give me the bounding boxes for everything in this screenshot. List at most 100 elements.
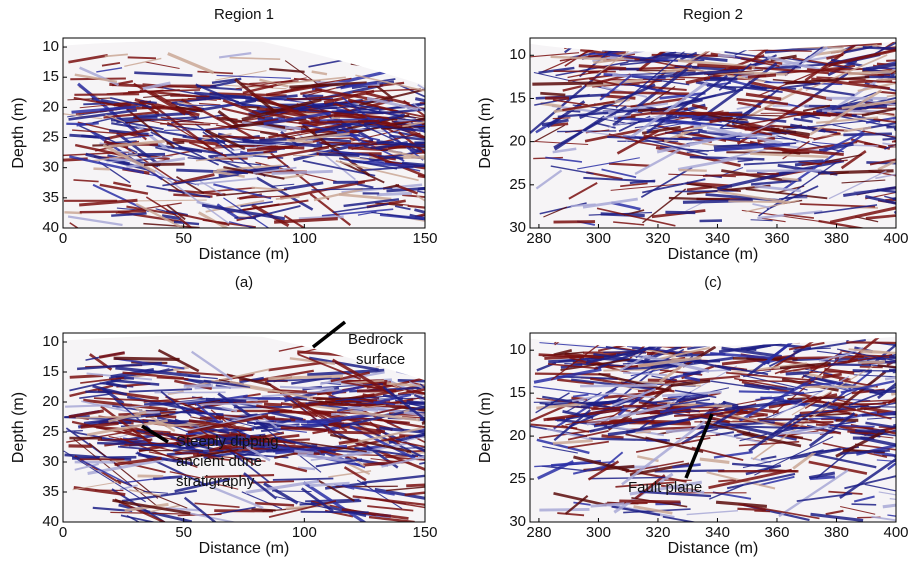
reflector (420, 399, 482, 448)
reflector (624, 84, 639, 85)
reflector (264, 404, 282, 405)
reflector (74, 94, 139, 95)
reflector (70, 223, 141, 270)
reflector (416, 438, 485, 472)
reflector (852, 504, 877, 505)
reflector (754, 511, 770, 512)
reflector (93, 169, 109, 170)
y-tick-label: 15 (42, 363, 59, 380)
reflector (307, 403, 327, 405)
panel-title: Region 1 (214, 6, 274, 23)
reflector (602, 436, 624, 438)
reflector (128, 57, 156, 58)
reflector (539, 509, 589, 510)
reflector (612, 75, 631, 76)
y-axis-label: Depth (m) (477, 97, 494, 168)
x-tick-label: 300 (586, 230, 611, 247)
reflector (424, 105, 453, 111)
y-tick-label: 30 (509, 219, 526, 236)
reflector (422, 419, 451, 424)
reflector (589, 54, 616, 55)
x-tick-label: 50 (175, 524, 192, 541)
reflector (83, 104, 101, 105)
radargram (63, 38, 510, 270)
reflector (422, 359, 445, 361)
y-tick-label: 25 (509, 470, 526, 487)
y-axis-label: Depth (m) (10, 392, 27, 463)
reflector (259, 139, 286, 140)
y-tick-label: 30 (42, 159, 59, 176)
reflector (635, 432, 650, 433)
reflector (206, 399, 246, 401)
reflector (64, 212, 81, 213)
reflector (418, 188, 439, 189)
reflector (760, 398, 784, 399)
reflector (638, 109, 669, 111)
reflector (424, 122, 482, 128)
reflector (114, 358, 180, 359)
reflector (301, 512, 369, 513)
reflector (894, 69, 913, 83)
reflector (417, 191, 495, 207)
reflector (425, 139, 510, 152)
reflector (894, 191, 913, 213)
x-tick-label: 400 (883, 230, 908, 247)
y-tick-label: 10 (42, 38, 59, 55)
reflector (303, 96, 324, 97)
y-tick-label: 35 (42, 189, 59, 206)
y-tick-label: 40 (42, 219, 59, 236)
annotation-text: ancient dune (176, 453, 262, 470)
x-tick-label: 150 (412, 230, 437, 247)
reflector (894, 99, 913, 130)
y-tick-label: 20 (509, 133, 526, 150)
reflector (328, 432, 381, 433)
reflector (786, 373, 810, 374)
reflector (285, 128, 301, 129)
reflector (726, 152, 809, 153)
reflector (675, 191, 738, 192)
radargram (530, 287, 913, 530)
reflector (417, 381, 480, 389)
y-tick-label: 20 (42, 393, 59, 410)
x-tick-label: 150 (412, 524, 437, 541)
x-tick-label: 320 (645, 230, 670, 247)
y-tick-label: 25 (509, 176, 526, 193)
reflector (312, 107, 337, 109)
x-tick-label: 380 (824, 230, 849, 247)
reflector (588, 71, 607, 72)
panel-title: Region 2 (683, 6, 743, 23)
reflector (357, 112, 383, 113)
y-tick-label: 20 (42, 98, 59, 115)
x-tick-label: 320 (645, 524, 670, 541)
reflector (294, 451, 313, 453)
x-axis-label: Distance (m) (199, 540, 290, 557)
x-tick-label: 280 (526, 230, 551, 247)
reflector (319, 154, 360, 155)
y-tick-label: 15 (509, 384, 526, 401)
reflector (422, 116, 459, 125)
reflector (419, 421, 467, 431)
x-axis-label: Distance (m) (668, 540, 759, 557)
reflector (377, 193, 412, 194)
reflector (80, 211, 146, 212)
reflector (679, 170, 707, 171)
reflector (858, 362, 885, 363)
reflector (144, 164, 184, 165)
reflector (580, 385, 657, 386)
y-tick-label: 35 (42, 483, 59, 500)
y-tick-label: 10 (509, 46, 526, 63)
reflector (782, 178, 798, 179)
y-tick-label: 10 (509, 341, 526, 358)
y-tick-label: 10 (42, 333, 59, 350)
reflector (139, 450, 203, 451)
reflector (761, 113, 825, 114)
y-tick-label: 30 (509, 513, 526, 530)
reflector (894, 141, 913, 143)
x-tick-label: 100 (292, 524, 317, 541)
reflector (423, 142, 443, 153)
reflector (896, 412, 913, 417)
y-tick-label: 20 (509, 427, 526, 444)
y-tick-label: 25 (42, 128, 59, 145)
annotation-text: surface (356, 351, 405, 368)
